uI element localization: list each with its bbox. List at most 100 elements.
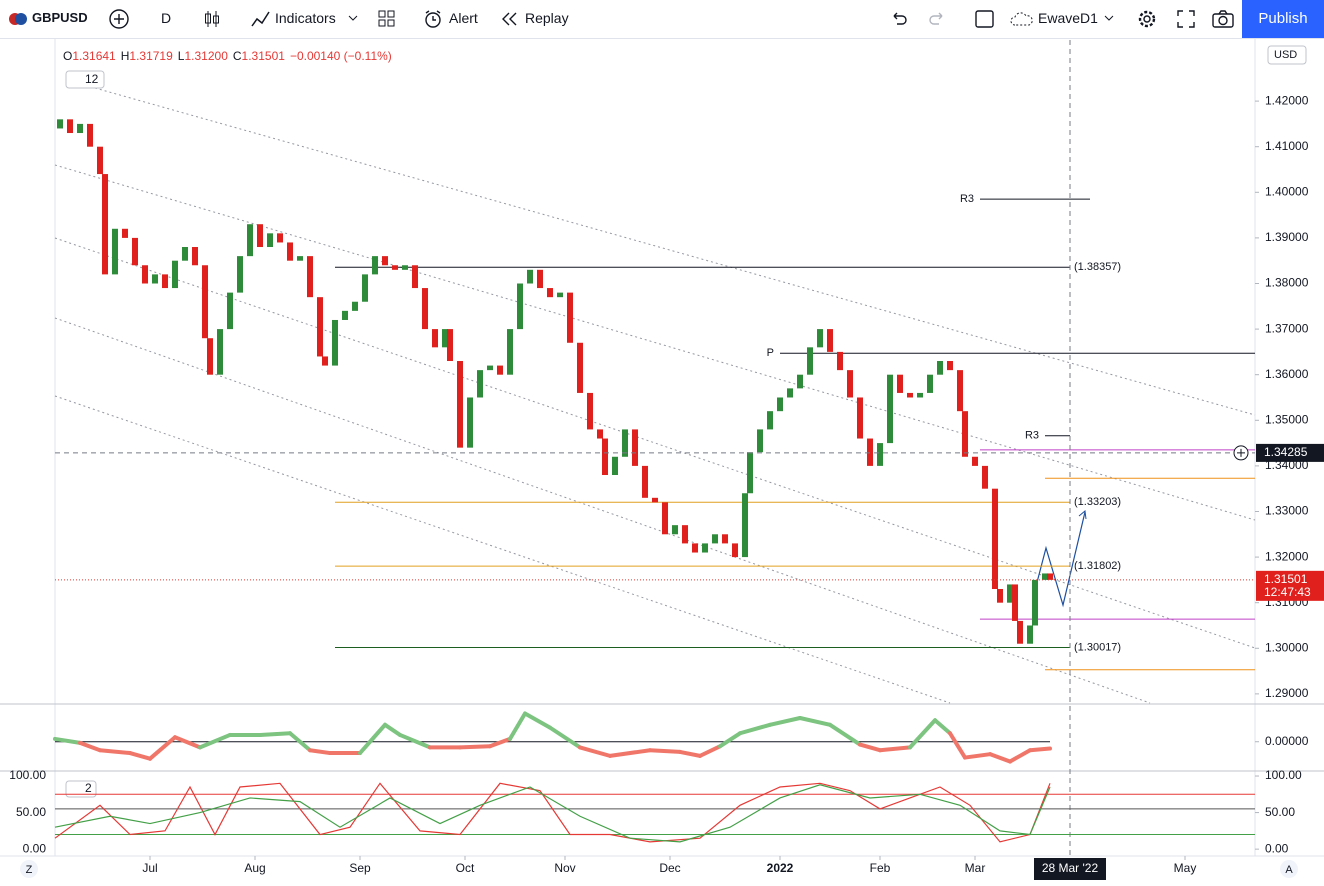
candle-body <box>612 456 618 476</box>
x-tick-label: Sep <box>349 861 371 875</box>
publish-button[interactable]: Publish <box>1242 0 1324 38</box>
candle-body <box>662 502 668 535</box>
candle-body <box>982 465 988 489</box>
indicators-icon[interactable] <box>250 8 272 30</box>
add-symbol[interactable] <box>108 8 130 30</box>
candle-body <box>927 374 933 393</box>
candle-body <box>827 329 833 352</box>
y-tick-label: 1.30000 <box>1265 640 1309 654</box>
layout-chevron[interactable] <box>1103 12 1115 24</box>
candle-body <box>217 329 223 375</box>
collapse-badge[interactable]: 12 <box>85 72 99 86</box>
cloud[interactable] <box>1010 8 1036 30</box>
snapshot[interactable] <box>1211 8 1235 30</box>
y-tick-label: 1.38000 <box>1265 276 1309 290</box>
indicator-segment <box>258 731 292 737</box>
toggle-square[interactable] <box>974 8 996 30</box>
candle-body <box>652 497 658 503</box>
candle-body <box>937 361 943 375</box>
candle-body <box>632 429 638 466</box>
indicator-segment <box>78 740 102 753</box>
candle-body <box>422 288 428 330</box>
indicator-segment <box>768 716 802 727</box>
fullscreen[interactable] <box>1175 8 1197 30</box>
indicator-segment <box>988 752 1012 764</box>
candle-body <box>297 256 303 261</box>
auto-button[interactable]: A <box>1285 864 1293 876</box>
currency[interactable]: USD <box>1274 49 1297 61</box>
replay-icon[interactable] <box>500 8 520 30</box>
indicator-segment <box>908 718 937 750</box>
settings[interactable] <box>1136 8 1158 30</box>
indicator-segment <box>173 735 202 750</box>
candle-body <box>352 301 358 311</box>
toolbar: GBPUSD D Indicators Alert Replay EwaveD1… <box>0 0 1324 39</box>
candle-body <box>712 534 718 544</box>
candle-body <box>207 338 213 375</box>
indicator-segment <box>798 716 832 727</box>
channel-line <box>54 164 1256 521</box>
alert-icon[interactable] <box>422 8 444 30</box>
candle-body <box>497 365 503 375</box>
redo[interactable] <box>926 8 948 30</box>
currency-box[interactable] <box>1267 45 1307 65</box>
badge-box[interactable] <box>65 780 97 798</box>
footer-button[interactable] <box>20 860 38 878</box>
candle-body <box>547 288 553 298</box>
y-tick-label: 1.29000 <box>1265 686 1309 700</box>
symbol[interactable]: GBPUSD <box>32 10 88 25</box>
indicators[interactable]: Indicators <box>275 10 336 26</box>
replay[interactable]: Replay <box>525 10 569 26</box>
x-tick-label: Nov <box>554 861 575 875</box>
candle-body <box>917 392 923 398</box>
crosshair-date: 28 Mar '22 <box>1042 861 1099 875</box>
candle-body <box>477 370 483 398</box>
indicator-segment <box>548 725 582 750</box>
indicator-segment <box>128 751 152 761</box>
x-tick-label: Oct <box>456 861 475 875</box>
badge-box[interactable] <box>65 70 105 89</box>
crosshair-plus-sign <box>1237 448 1245 457</box>
candle-body <box>307 256 313 298</box>
candle-body <box>817 329 823 348</box>
candle-body <box>77 123 83 134</box>
interval[interactable]: D <box>161 10 172 26</box>
ohlc-value: 1.31641 <box>72 49 116 63</box>
pane-badge[interactable]: 2 <box>85 781 92 795</box>
candle-body <box>867 438 873 466</box>
undo[interactable] <box>888 8 910 30</box>
x-tick-label: 2022 <box>767 861 794 875</box>
y-tick-label: 1.33000 <box>1265 504 1309 518</box>
zoom-button[interactable]: Z <box>26 864 33 876</box>
candle-body <box>537 269 543 289</box>
y-tick-label-left: 100.00 <box>9 768 46 782</box>
candle-body <box>747 452 753 494</box>
candle-body <box>887 374 893 444</box>
candle-body <box>1032 579 1038 626</box>
indicator-segment <box>148 735 177 761</box>
layout-name[interactable]: EwaveD1 <box>1038 10 1098 26</box>
candle-body <box>837 351 843 371</box>
candle-body <box>692 543 698 553</box>
projection <box>1034 511 1086 608</box>
layouts[interactable] <box>376 8 398 30</box>
candle-body <box>227 292 233 330</box>
candle-body <box>182 247 188 261</box>
indicator-segment <box>948 731 967 760</box>
alert[interactable]: Alert <box>449 10 478 26</box>
candle-body <box>267 233 273 248</box>
indicator-segment <box>488 736 512 749</box>
candle-body <box>372 256 378 275</box>
candle-body <box>787 388 793 398</box>
indicators-chevron[interactable] <box>347 12 359 24</box>
candle-body <box>412 265 418 289</box>
x-tick-label: Mar <box>965 861 986 875</box>
ohlc-key: H <box>120 49 130 63</box>
chart-style[interactable] <box>203 8 221 30</box>
oscillator-line <box>54 784 1051 843</box>
footer-button[interactable] <box>1280 860 1298 878</box>
candle-body <box>527 269 533 284</box>
candle-body <box>1017 620 1023 644</box>
candle-body <box>877 443 883 466</box>
